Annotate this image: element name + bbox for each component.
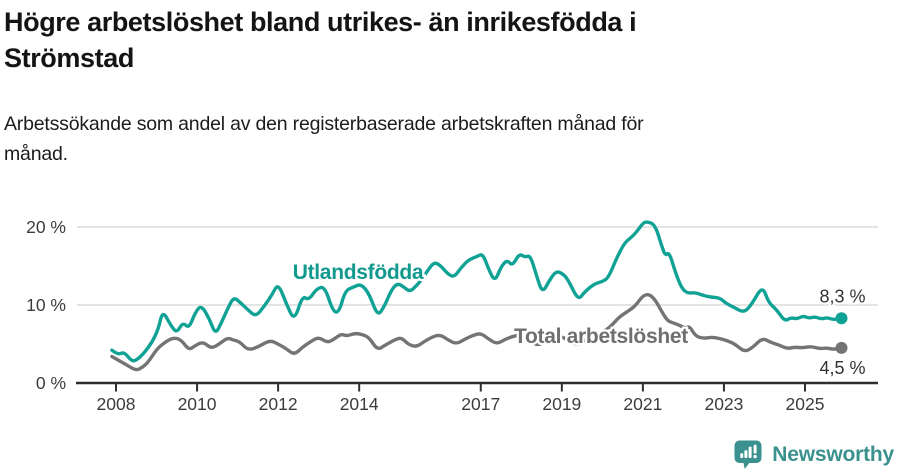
x-tick-label-2010: 2010 (178, 394, 217, 414)
newsworthy-logo-icon (734, 440, 762, 469)
x-tick-label-2025: 2025 (786, 394, 825, 414)
series-line-total (110, 293, 844, 372)
bar-large (748, 446, 752, 458)
x-tick-label-2021: 2021 (623, 394, 662, 414)
chart-svg: 0 % 10 % 20 % 2008 2010 2012 2014 2017 2019 2021 2… (26, 217, 878, 414)
series-line-utlandsfodda (110, 220, 844, 363)
chart-area: 0 % 10 % 20 % 2008 2010 2012 2014 2017 2019 2021 2… (0, 190, 900, 440)
speech-bubble-shape (734, 440, 762, 469)
exclamation-bar (753, 444, 757, 454)
chart-subtitle-line-1: Arbetssökande som andel av den registerb… (4, 113, 644, 135)
bar-medium (744, 450, 748, 458)
x-tick-label-2017: 2017 (461, 394, 500, 414)
x-tick-label-2019: 2019 (542, 394, 581, 414)
brand-name: Newsworthy (772, 443, 894, 466)
x-tick-label-2014: 2014 (340, 394, 379, 414)
brand-footer: Newsworthy (734, 440, 894, 470)
x-tick-label-2008: 2008 (97, 394, 136, 414)
series-label-utlandsfodda: Utlandsfödda (293, 261, 424, 284)
y-tick-label-0: 0 % (36, 373, 66, 393)
bar-small (740, 453, 744, 458)
end-value-label-total: 4,5 % (819, 358, 865, 378)
x-tick-label-2023: 2023 (704, 394, 743, 414)
x-tick-label-2012: 2012 (259, 394, 298, 414)
chart-subtitle: Arbetssökande som andel av den registerb… (4, 109, 884, 169)
chart-subtitle-line-2: månad. (4, 143, 68, 166)
series-end-dot-total (835, 341, 848, 354)
chart-title-line-2: Strömstad (4, 42, 134, 73)
chart-title-line-1: Högre arbetslöshet bland utrikes- än inr… (4, 7, 637, 37)
exclamation-dot (753, 454, 758, 459)
series-end-dot-utlandsfodda (835, 312, 848, 325)
y-tick-label-20: 20 % (26, 217, 66, 237)
y-tick-label-10: 10 % (26, 295, 66, 315)
end-value-label-utlandsfodda: 8,3 % (819, 286, 865, 306)
chart-title: Högre arbetslöshet bland utrikes- än inr… (4, 5, 884, 76)
series-label-total: Total arbetslöshet (514, 325, 688, 348)
